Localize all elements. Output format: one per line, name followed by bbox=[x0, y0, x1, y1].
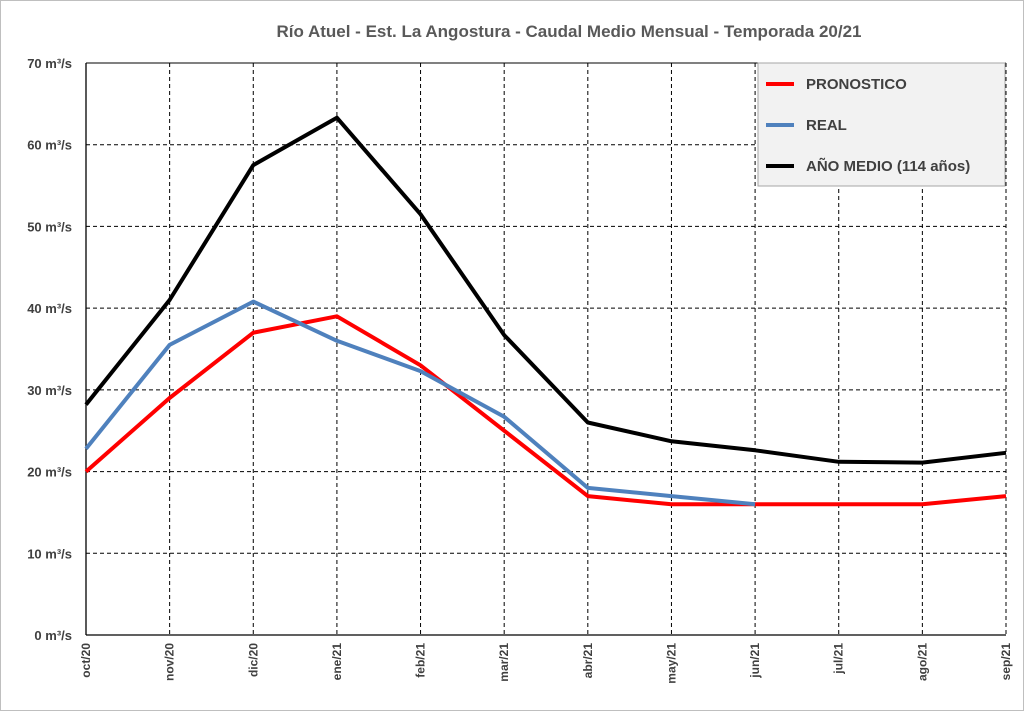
y-tick-label: 60 m³/s bbox=[27, 138, 72, 153]
y-tick-label: 40 m³/s bbox=[27, 301, 72, 316]
x-tick-label: jun/21 bbox=[748, 643, 762, 679]
y-tick-label: 10 m³/s bbox=[27, 546, 72, 561]
y-tick-label: 0 m³/s bbox=[34, 628, 72, 643]
y-tick-label: 70 m³/s bbox=[27, 56, 72, 71]
x-tick-label: may/21 bbox=[664, 643, 678, 684]
chart-title: Río Atuel - Est. La Angostura - Caudal M… bbox=[276, 22, 861, 41]
legend-label: REAL bbox=[806, 117, 847, 134]
x-tick-label: abr/21 bbox=[581, 643, 595, 679]
series-line-2 bbox=[84, 115, 1007, 465]
x-tick-label: feb/21 bbox=[414, 643, 428, 678]
legend-box bbox=[757, 62, 1006, 187]
x-axis-ticks: oct/20 nov/20 dic/20 ene/21 feb/21 mar/21 abr/… bbox=[79, 643, 1013, 684]
x-tick-label: ene/21 bbox=[330, 643, 344, 681]
series-lines bbox=[84, 115, 1007, 507]
x-tick-label: mar/21 bbox=[497, 643, 511, 682]
y-axis-ticks: 0 m³/s 10 m³/s 20 m³/s 30 m³/s 40 m³/s 50 m³/… bbox=[27, 56, 72, 643]
legend: PRONOSTICO REAL AÑO MEDIO (114 años) bbox=[757, 62, 1006, 187]
x-tick-label: jul/21 bbox=[832, 643, 846, 675]
legend-label: PRONOSTICO bbox=[806, 76, 907, 93]
y-tick-label: 30 m³/s bbox=[27, 383, 72, 398]
y-tick-label: 20 m³/s bbox=[27, 465, 72, 480]
x-tick-label: nov/20 bbox=[163, 643, 177, 681]
series-line-0 bbox=[84, 314, 1007, 507]
x-tick-label: sep/21 bbox=[999, 643, 1013, 681]
x-tick-label: oct/20 bbox=[79, 643, 93, 678]
legend-label: AÑO MEDIO (114 años) bbox=[806, 157, 970, 175]
y-tick-label: 50 m³/s bbox=[27, 219, 72, 234]
series-line-1 bbox=[84, 299, 756, 507]
x-tick-label: dic/20 bbox=[246, 643, 260, 677]
x-tick-label: ago/21 bbox=[915, 643, 929, 681]
